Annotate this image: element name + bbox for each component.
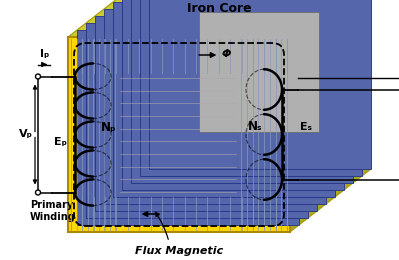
Text: Nₚ: Nₚ [101,120,117,133]
Text: Φ: Φ [221,49,231,59]
Text: Iron Core: Iron Core [187,2,252,15]
Bar [86,23,308,218]
Bar [118,75,238,195]
Bar [122,0,344,190]
Bar [149,0,371,169]
Bar [77,30,299,225]
Polygon shape [68,0,371,37]
Text: Nₛ: Nₛ [248,120,263,133]
Polygon shape [290,0,371,232]
Bar [95,16,317,211]
Bar [136,61,256,181]
Bar [190,19,310,139]
Circle shape [36,74,41,79]
Bar [127,68,247,188]
Text: Iₛ: Iₛ [346,62,355,73]
Text: Flux Magnetic: Flux Magnetic [135,246,223,256]
Bar [181,26,301,146]
Bar [163,40,283,160]
Bar [199,12,319,132]
Text: Eₛ: Eₛ [300,121,312,132]
Bar [104,9,326,204]
Bar [113,2,335,197]
Text: Vₚ: Vₚ [19,129,33,140]
Text: Eₚ: Eₚ [54,138,67,147]
Circle shape [36,190,41,195]
Bar [172,33,292,153]
Text: Primary
Winding: Primary Winding [30,200,76,222]
Bar [68,37,290,232]
Bar [131,0,353,183]
Bar [145,54,265,174]
Text: Iₚ: Iₚ [40,49,50,60]
Bar [140,0,362,176]
Bar [154,47,274,167]
